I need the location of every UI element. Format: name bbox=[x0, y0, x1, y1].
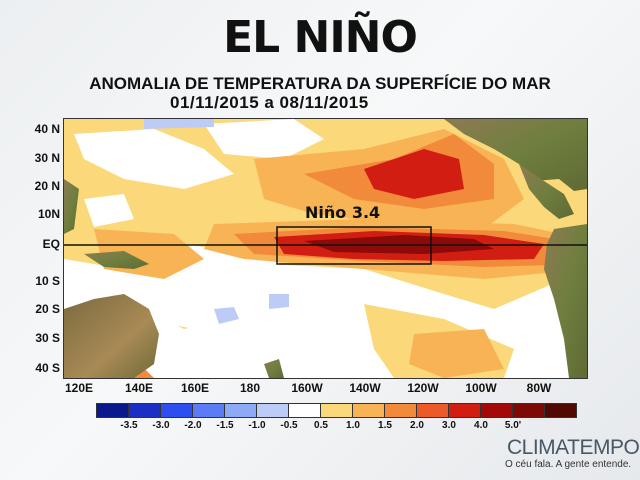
lat-label: EQ bbox=[42, 237, 60, 251]
color-swatch bbox=[449, 404, 481, 417]
lon-label: 180 bbox=[239, 381, 261, 395]
color-scale-tick-label: 1.5 bbox=[378, 420, 392, 431]
color-scale-tick-label: -3.0 bbox=[152, 420, 170, 431]
lat-label: 30 S bbox=[35, 331, 60, 345]
date-range: 01/11/2015 a 08/11/2015 bbox=[170, 93, 369, 112]
color-swatch bbox=[225, 404, 257, 417]
new-zealand-land bbox=[264, 359, 284, 378]
color-swatch bbox=[289, 404, 321, 417]
map-canvas bbox=[64, 119, 587, 378]
color-swatch bbox=[257, 404, 289, 417]
central-america-land bbox=[519, 164, 574, 219]
color-scale-tick-label: -1.0 bbox=[248, 420, 266, 431]
lat-label: 20 N bbox=[34, 179, 60, 193]
color-swatch bbox=[161, 404, 193, 417]
color-swatch bbox=[193, 404, 225, 417]
lat-label: 30 N bbox=[34, 151, 60, 165]
lon-label: 120E bbox=[64, 381, 94, 395]
nino-34-label: Niño 3.4 bbox=[305, 203, 381, 222]
color-swatch bbox=[129, 404, 161, 417]
color-swatch bbox=[545, 404, 576, 417]
color-swatch bbox=[417, 404, 449, 417]
lat-label: 40 S bbox=[35, 361, 60, 375]
lon-label: 120W bbox=[407, 381, 439, 395]
color-scale-tick-label: -1.5 bbox=[216, 420, 234, 431]
australia-land bbox=[64, 294, 159, 378]
lon-label: 80W bbox=[526, 381, 552, 395]
lon-label: 140W bbox=[349, 381, 381, 395]
color-scale-tick-label: 4.0 bbox=[474, 420, 488, 431]
north-america-land bbox=[444, 119, 587, 191]
color-scale-tick-label: 2.0 bbox=[410, 420, 424, 431]
lon-label: 100W bbox=[465, 381, 497, 395]
sst-anomaly-map bbox=[63, 118, 588, 379]
new-guinea-land bbox=[84, 251, 149, 269]
nino-34-region-box bbox=[276, 226, 432, 265]
anomaly-color-scale bbox=[96, 403, 577, 418]
lon-label: 160W bbox=[291, 381, 323, 395]
color-scale-tick-label: 1.0 bbox=[346, 420, 360, 431]
color-scale-tick-label: 5.0' bbox=[504, 420, 522, 431]
climatempo-logo: CLIMATEMPO bbox=[507, 436, 640, 459]
lat-label: 20 S bbox=[35, 302, 60, 316]
lon-label: 160E bbox=[180, 381, 210, 395]
lat-label: 10N bbox=[37, 207, 60, 221]
lat-label: 10 S bbox=[35, 274, 60, 288]
lat-label: 40 N bbox=[34, 122, 60, 136]
map-subtitle: ANOMALIA DE TEMPERATURA DA SUPERFÍCIE DO… bbox=[89, 74, 551, 93]
color-scale-tick-label: -0.5 bbox=[280, 420, 298, 431]
color-swatch bbox=[481, 404, 513, 417]
color-scale-tick-label: 0.5 bbox=[314, 420, 328, 431]
color-scale-tick-label: -2.0 bbox=[184, 420, 202, 431]
color-swatch bbox=[513, 404, 545, 417]
brand-tagline: O céu fala. A gente entende. bbox=[505, 459, 632, 470]
color-swatch bbox=[385, 404, 417, 417]
color-swatch bbox=[321, 404, 353, 417]
lon-label: 140E bbox=[124, 381, 154, 395]
color-scale-tick-label: -3.5 bbox=[120, 420, 138, 431]
color-swatch bbox=[353, 404, 385, 417]
color-swatch bbox=[97, 404, 129, 417]
page-title: EL NIÑO bbox=[223, 12, 418, 63]
color-scale-tick-label: 3.0 bbox=[442, 420, 456, 431]
south-america-land bbox=[544, 224, 587, 378]
asia-land bbox=[64, 179, 79, 234]
